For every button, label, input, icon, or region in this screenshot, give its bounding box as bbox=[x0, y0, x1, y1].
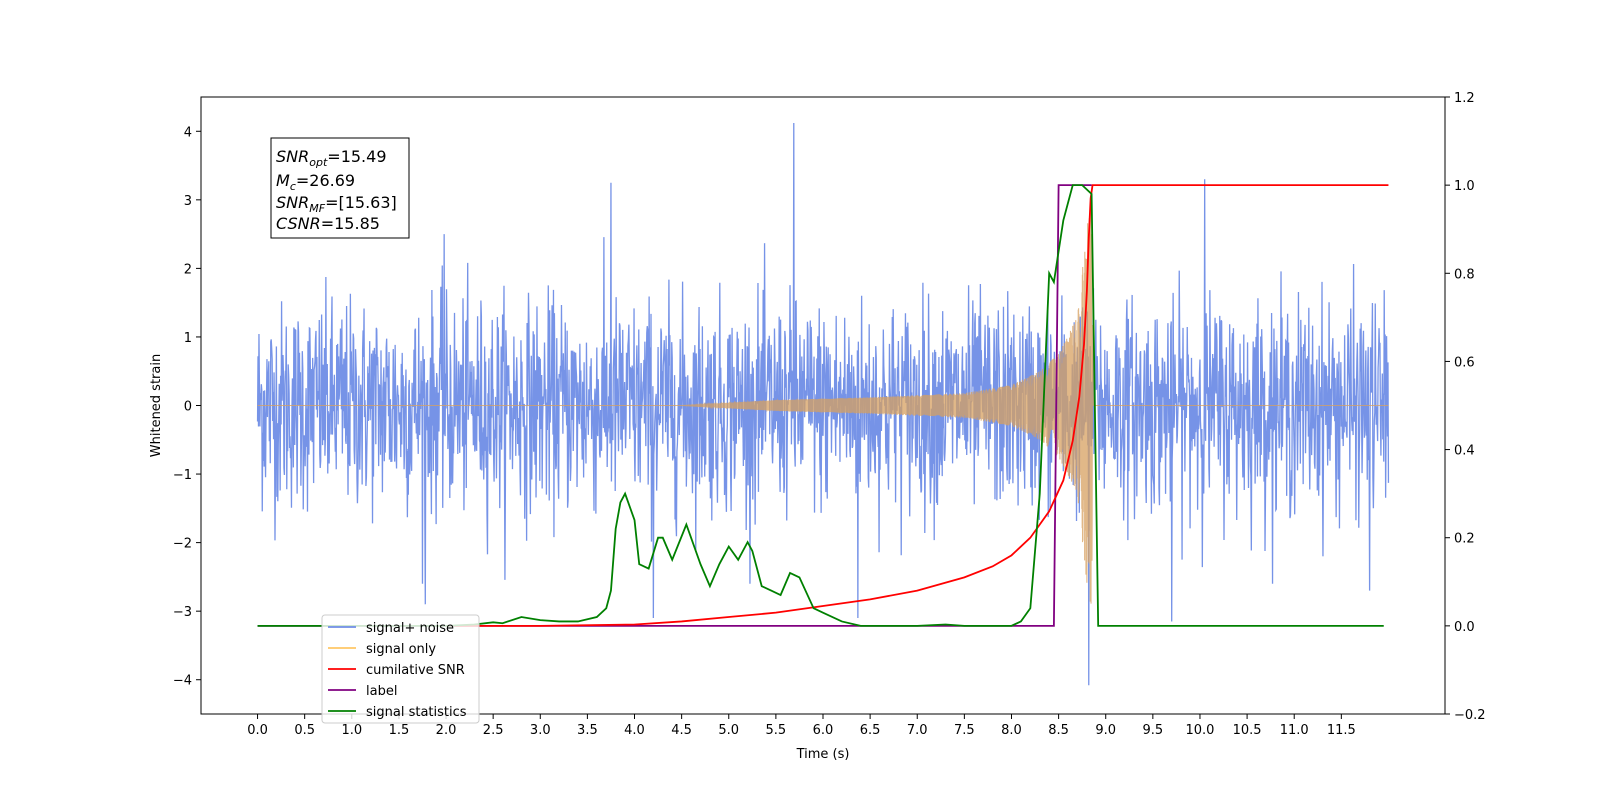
x-tick-label: 2.0 bbox=[436, 723, 457, 738]
annotation-snr-opt: SNRopt=15.49 bbox=[276, 147, 387, 169]
legend-label: label bbox=[366, 684, 397, 699]
y-tick-label-right: −0.2 bbox=[1454, 708, 1486, 723]
y-tick-label-right: 0.4 bbox=[1454, 444, 1475, 459]
y-tick-label-left: 2 bbox=[184, 262, 192, 277]
x-tick-label: 3.0 bbox=[530, 723, 551, 738]
y-tick-label-left: −4 bbox=[173, 674, 192, 689]
annotation-frame bbox=[270, 137, 410, 239]
x-tick-label: 9.0 bbox=[1095, 723, 1116, 738]
y-tick-label-left: 0 bbox=[184, 400, 192, 415]
y-tick-label-left: −3 bbox=[173, 605, 192, 620]
x-tick-label: 5.5 bbox=[766, 723, 787, 738]
x-tick-label: 7.5 bbox=[954, 723, 975, 738]
legend-label: signal statistics bbox=[366, 705, 467, 720]
y-tick-label-left: 4 bbox=[184, 125, 192, 140]
y-axis-label-left: Whitened strain bbox=[149, 354, 164, 457]
x-tick-label: 3.5 bbox=[577, 723, 598, 738]
x-tick-label: 1.0 bbox=[341, 723, 362, 738]
annotation-snr-mf: SNRMF=[15.63] bbox=[276, 193, 397, 215]
x-tick-label: 6.0 bbox=[813, 723, 834, 738]
legend-label: signal+ noise bbox=[366, 621, 454, 636]
x-tick-label: 11.5 bbox=[1327, 723, 1356, 738]
y-tick-label-right: 0.8 bbox=[1454, 267, 1475, 282]
annotation-box: SNRopt=15.49Mc=26.69SNRMF=[15.63]CSNR=15… bbox=[270, 137, 410, 239]
x-tick-label: 6.5 bbox=[860, 723, 881, 738]
y-tick-label-right: 0.2 bbox=[1454, 532, 1475, 547]
x-tick-label: 4.5 bbox=[671, 723, 692, 738]
x-tick-label: 10.0 bbox=[1185, 723, 1214, 738]
series-signal-only bbox=[257, 205, 1389, 604]
y-tick-label-right: 0.0 bbox=[1454, 620, 1475, 635]
y-tick-label-left: −1 bbox=[173, 468, 192, 483]
x-tick-label: 0.0 bbox=[247, 723, 268, 738]
x-tick-label: 2.5 bbox=[483, 723, 504, 738]
y-tick-label-left: −2 bbox=[173, 537, 192, 552]
x-axis-label: Time (s) bbox=[796, 747, 850, 762]
x-tick-label: 8.0 bbox=[1001, 723, 1022, 738]
x-tick-label: 4.0 bbox=[624, 723, 645, 738]
annotation-csnr: CSNR=15.85 bbox=[276, 214, 380, 233]
y-tick-label-right: 1.0 bbox=[1454, 179, 1475, 194]
x-tick-label: 5.0 bbox=[718, 723, 739, 738]
y-tick-label-left: 1 bbox=[184, 331, 192, 346]
series-signal-plus-noise bbox=[256, 123, 1390, 686]
y-tick-label-right: 1.2 bbox=[1454, 91, 1475, 106]
plot-area bbox=[256, 123, 1390, 686]
legend-label: cumilative SNR bbox=[366, 663, 465, 678]
annotation-mc: Mc=26.69 bbox=[276, 171, 355, 193]
x-tick-label: 11.0 bbox=[1280, 723, 1309, 738]
x-tick-label: 0.5 bbox=[294, 723, 315, 738]
legend: signal+ noise signal only cumilative SNR la… bbox=[321, 614, 480, 724]
series-cumulative-snr bbox=[446, 184, 1389, 627]
legend-frame bbox=[321, 614, 480, 724]
axes: 0.0 0.5 1.0 1.5 2.0 2.5 3.0 3.5 4.0 4.5 5.0 5.5 6.0 6… bbox=[173, 91, 1486, 738]
y-tick-label-right: 0.6 bbox=[1454, 355, 1475, 370]
series-signal-statistics bbox=[257, 184, 1384, 627]
legend-label: signal only bbox=[366, 642, 436, 657]
x-tick-label: 9.5 bbox=[1143, 723, 1164, 738]
x-tick-label: 1.5 bbox=[389, 723, 410, 738]
x-tick-label: 8.5 bbox=[1048, 723, 1069, 738]
x-tick-label: 10.5 bbox=[1233, 723, 1262, 738]
x-tick-label: 7.0 bbox=[907, 723, 928, 738]
y-tick-label-left: 3 bbox=[184, 194, 192, 209]
